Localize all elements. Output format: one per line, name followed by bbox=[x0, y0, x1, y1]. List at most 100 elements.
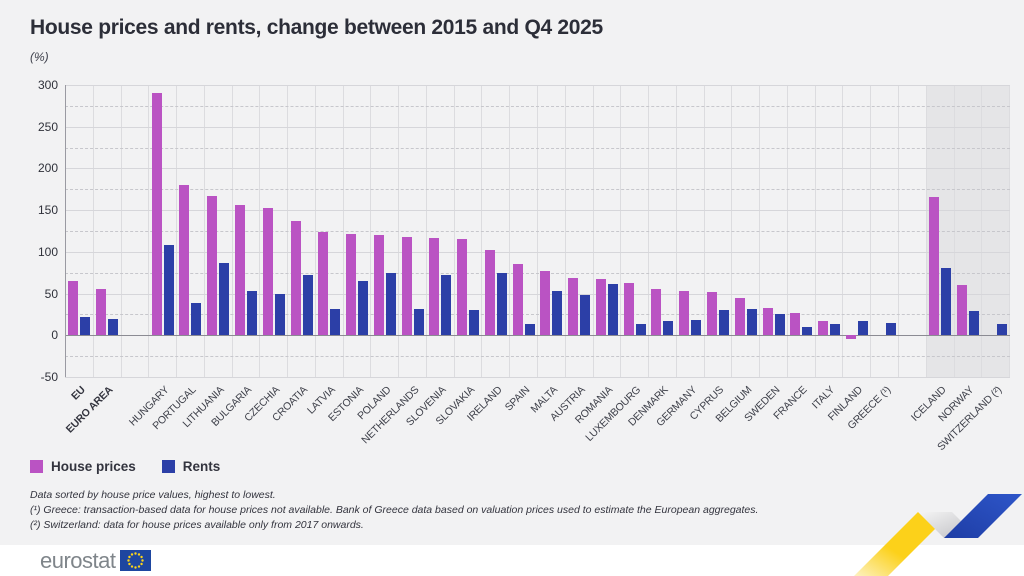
bar-house-czechia bbox=[262, 207, 273, 336]
bar-rent-eu bbox=[80, 316, 91, 336]
column-spacer bbox=[120, 85, 149, 377]
column-finland: FINLAND bbox=[826, 85, 870, 423]
bar-house-ireland bbox=[484, 250, 495, 336]
column-france: FRANCE bbox=[772, 85, 815, 422]
column-switzerland: SWITZERLAND (²) bbox=[935, 85, 1011, 453]
bar-house-france bbox=[790, 312, 801, 336]
y-tick-200: 200 bbox=[37, 161, 58, 176]
column-belgium: BELGIUM bbox=[713, 85, 759, 425]
bar-columns: EU EURO AREA HUNGARY PORTUGAL LITHUANIA BULGA… bbox=[64, 85, 1011, 453]
house-prices-swatch-icon bbox=[30, 460, 43, 473]
bar-rent-slovakia bbox=[469, 310, 480, 336]
column-ireland: IRELAND bbox=[465, 85, 509, 424]
footer-bar: eurostat bbox=[0, 545, 1024, 576]
bar-rent-czechia bbox=[274, 293, 285, 336]
column-malta: MALTA bbox=[528, 85, 565, 415]
y-tick-300: 300 bbox=[37, 78, 58, 92]
column-sweden: SWEDEN bbox=[742, 85, 787, 424]
legend-item-house-prices: House prices bbox=[30, 459, 136, 474]
footnote-switzerland: (²) Switzerland: data for house prices a… bbox=[30, 519, 364, 531]
bar-house-finland bbox=[845, 335, 856, 339]
bar-house-poland bbox=[373, 235, 384, 336]
bar-rent-iceland bbox=[941, 267, 952, 336]
column-luxembourg: LUXEMBOURG bbox=[583, 85, 648, 444]
column-italy: ITALY bbox=[810, 85, 843, 411]
bar-rent-italy bbox=[830, 324, 841, 336]
bar-house-portugal bbox=[179, 185, 190, 336]
bar-rent-sweden bbox=[774, 313, 785, 336]
column-netherlands: NETHERLANDS bbox=[359, 85, 426, 446]
column-spacer bbox=[897, 85, 926, 377]
bar-house-austria bbox=[568, 277, 579, 336]
column-croatia: CROATIA bbox=[270, 85, 315, 424]
bar-rent-denmark bbox=[663, 321, 674, 336]
footnote-sorting: Data sorted by house price values, highe… bbox=[30, 489, 276, 501]
bar-rent-cyprus bbox=[718, 310, 729, 336]
bar-rent-estonia bbox=[358, 281, 369, 336]
bar-house-sweden bbox=[762, 307, 773, 336]
bar-house-croatia bbox=[290, 221, 301, 336]
y-tick-100: 100 bbox=[37, 244, 58, 259]
bar-house-lithuania bbox=[207, 195, 218, 336]
bar-rent-ireland bbox=[496, 272, 507, 336]
bar-rent-greece bbox=[885, 322, 896, 336]
bar-rent-portugal bbox=[191, 302, 202, 336]
bar-house-slovenia bbox=[429, 237, 440, 336]
bar-house-italy bbox=[818, 321, 829, 336]
bar-rent-austria bbox=[580, 295, 591, 336]
bar-rent-belgium bbox=[746, 309, 757, 336]
bar-rent-hungary bbox=[163, 245, 174, 336]
bar-house-netherlands bbox=[401, 236, 412, 336]
y-tick-250: 250 bbox=[37, 119, 58, 134]
x-axis-label-spain: SPAIN bbox=[502, 384, 533, 414]
y-tick-50: 50 bbox=[44, 286, 58, 301]
bar-house-romania bbox=[595, 278, 606, 336]
column-lithuania: LITHUANIA bbox=[181, 85, 232, 430]
legend-label-rents: Rents bbox=[182, 459, 221, 474]
column-bulgaria: BULGARIA bbox=[210, 85, 260, 429]
column-iceland: ICELAND bbox=[909, 85, 954, 424]
y-tick-0: 0 bbox=[51, 328, 58, 343]
column-czechia: CZECHIA bbox=[242, 85, 287, 424]
bar-house-belgium bbox=[734, 297, 745, 336]
column-hungary: HUNGARY bbox=[127, 85, 176, 428]
column-portugal: PORTUGAL bbox=[151, 85, 204, 432]
column-cyprus: CYPRUS bbox=[688, 85, 732, 423]
bar-rent-bulgaria bbox=[246, 291, 257, 336]
y-tick-150: 150 bbox=[37, 203, 58, 218]
bar-rent-poland bbox=[385, 272, 396, 336]
bar-house-hungary bbox=[151, 93, 162, 336]
bar-rent-euro-area bbox=[108, 318, 119, 336]
column-austria: AUSTRIA bbox=[548, 85, 593, 424]
eurostat-logo: eurostat bbox=[40, 548, 151, 574]
legend: House prices Rents bbox=[30, 459, 220, 474]
column-greece: GREECE (¹) bbox=[845, 85, 898, 432]
column-germany: GERMANY bbox=[654, 85, 704, 429]
footnotes: Data sorted by house price values, highe… bbox=[30, 488, 758, 533]
bar-house-denmark bbox=[651, 288, 662, 336]
bar-rent-slovenia bbox=[441, 275, 452, 336]
bar-house-bulgaria bbox=[234, 205, 245, 336]
bar-house-eu bbox=[68, 281, 79, 336]
bar-rent-switzerland bbox=[996, 324, 1007, 336]
eurostat-wordmark: eurostat bbox=[40, 547, 116, 573]
gridline--50 bbox=[65, 377, 1010, 378]
bar-rent-luxembourg bbox=[635, 323, 646, 336]
y-tick--50: -50 bbox=[40, 370, 58, 384]
unit-label: (%) bbox=[30, 50, 49, 64]
eu-flag-icon bbox=[119, 550, 151, 571]
bar-rent-france bbox=[802, 326, 813, 336]
bar-house-norway bbox=[956, 285, 967, 336]
column-eu: EU bbox=[65, 85, 93, 403]
bar-house-euro-area bbox=[96, 288, 107, 336]
bar-rent-netherlands bbox=[413, 308, 424, 336]
bar-house-slovakia bbox=[457, 239, 468, 336]
bar-rent-finland bbox=[857, 321, 868, 336]
bar-rent-norway bbox=[968, 311, 979, 336]
bar-house-malta bbox=[540, 271, 551, 336]
column-denmark: DENMARK bbox=[626, 85, 676, 429]
column-euro-area: EURO AREA bbox=[64, 85, 121, 435]
chart-title: House prices and rents, change between 2… bbox=[30, 16, 603, 39]
column-estonia: ESTONIA bbox=[326, 85, 371, 424]
